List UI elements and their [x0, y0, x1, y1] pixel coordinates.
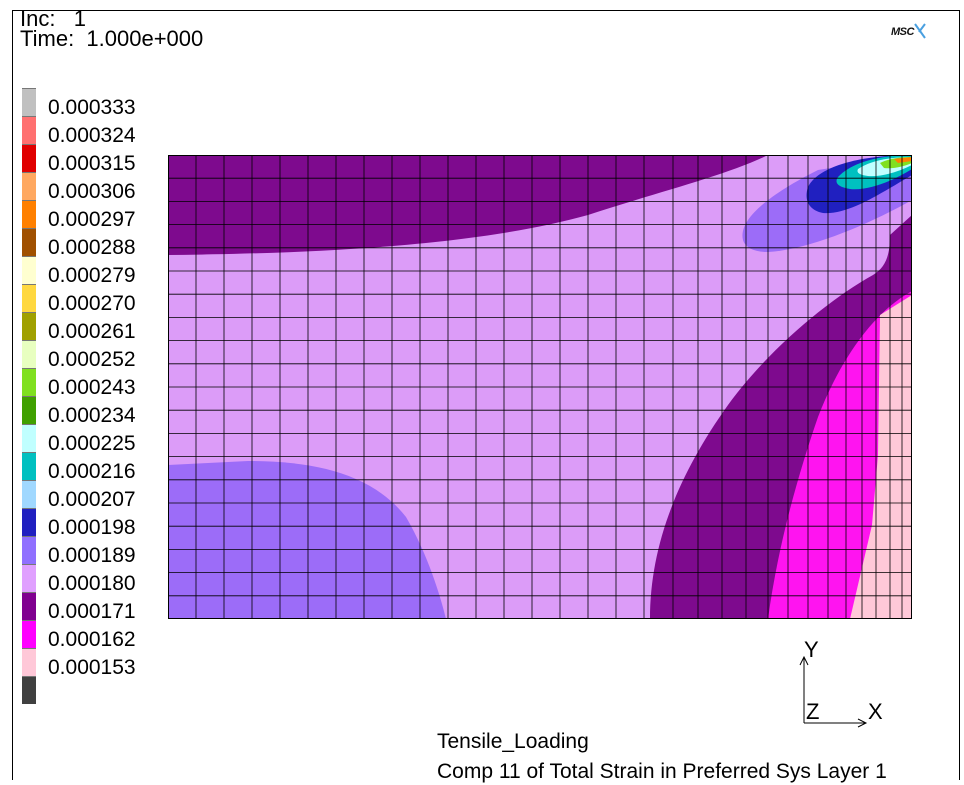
legend-swatch: [22, 452, 36, 480]
legend-swatch: [22, 172, 36, 200]
legend-value: 0.000171: [48, 600, 136, 623]
x-axis-label: X: [868, 699, 883, 724]
legend-value: 0.000198: [48, 516, 136, 539]
legend-swatch: [22, 676, 36, 704]
legend-value: 0.000243: [48, 376, 136, 399]
legend-swatch: [22, 592, 36, 620]
plot-border: [168, 155, 912, 619]
region-periwinkle: [168, 461, 446, 619]
region-dark-purple-top: [168, 155, 768, 255]
legend-swatch: [22, 340, 36, 368]
legend-value: 0.000279: [48, 264, 136, 287]
legend-value: 0.000270: [48, 292, 136, 315]
msc-logo-text: MSC: [891, 26, 914, 38]
legend-value: 0.000234: [48, 404, 136, 427]
legend-value: 0.000288: [48, 236, 136, 259]
legend-swatch: [22, 620, 36, 648]
legend-value: 0.000252: [48, 348, 136, 371]
legend-value: 0.000189: [48, 544, 136, 567]
region-orange: [894, 157, 912, 163]
msc-logo: MSC: [891, 23, 926, 39]
load-case-label: Tensile_Loading: [437, 730, 589, 753]
legend-swatch: [22, 508, 36, 536]
legend-swatch: [22, 648, 36, 676]
legend-swatch: [22, 200, 36, 228]
finite-element-mesh: [168, 155, 912, 619]
increment-label: Inc: 1: [20, 6, 87, 31]
legend-value: 0.000207: [48, 488, 136, 511]
legend-swatch: [22, 480, 36, 508]
legend-swatch: [22, 256, 36, 284]
legend-value: 0.000324: [48, 124, 136, 147]
legend-value: 0.000315: [48, 152, 136, 175]
result-label: Comp 11 of Total Strain in Preferred Sys…: [437, 760, 887, 783]
viewport-frame: [12, 10, 960, 780]
legend-swatch: [22, 424, 36, 452]
legend-swatch: [22, 88, 36, 116]
legend-value: 0.000216: [48, 460, 136, 483]
legend-value: 0.000333: [48, 96, 136, 119]
legend-swatch: [22, 284, 36, 312]
legend-swatch: [22, 564, 36, 592]
legend-value: 0.000180: [48, 572, 136, 595]
y-axis-label: Y: [804, 637, 819, 662]
z-axis-label: Z: [806, 699, 820, 724]
legend-swatch: [22, 228, 36, 256]
legend-value: 0.000225: [48, 432, 136, 455]
legend-value: 0.000153: [48, 656, 136, 679]
contour-plot[interactable]: [168, 155, 912, 619]
legend-swatch: [22, 116, 36, 144]
legend-value: 0.000297: [48, 208, 136, 231]
legend-swatch: [22, 368, 36, 396]
legend-swatch: [22, 396, 36, 424]
color-legend-bar: [22, 88, 36, 704]
axis-triad: Y Z X: [790, 635, 900, 740]
contour-plot-svg: [168, 155, 912, 619]
legend-swatch: [22, 536, 36, 564]
legend-value: 0.000306: [48, 180, 136, 203]
legend-swatch: [22, 144, 36, 172]
msc-logo-icon: [914, 23, 926, 39]
color-legend-labels: 0.000333 0.000324 0.000315 0.000306 0.000297…: [48, 95, 136, 683]
time-label: Time: 1.000e+000: [20, 26, 204, 51]
legend-swatch: [22, 312, 36, 340]
legend-value: 0.000261: [48, 320, 136, 343]
axis-triad-svg: [799, 655, 868, 728]
legend-value: 0.000162: [48, 628, 136, 651]
